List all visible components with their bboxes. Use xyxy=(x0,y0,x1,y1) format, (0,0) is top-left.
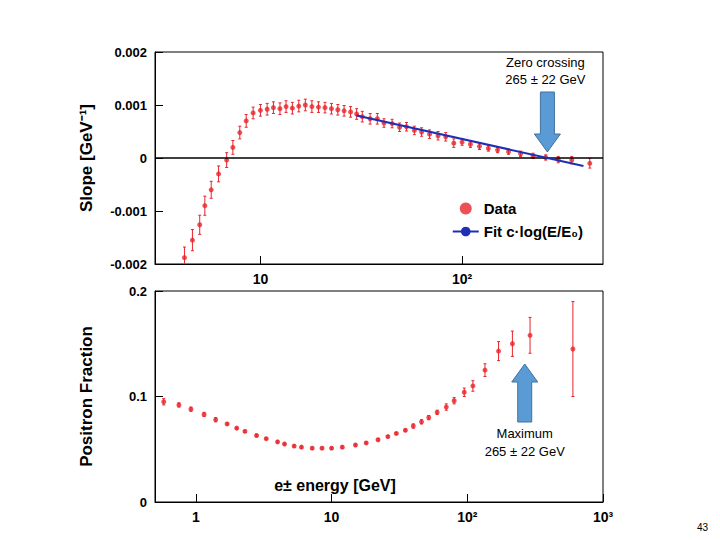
svg-text:0: 0 xyxy=(140,151,147,166)
svg-text:Zero crossing: Zero crossing xyxy=(506,55,585,70)
svg-text:0: 0 xyxy=(140,495,147,510)
svg-text:0.2: 0.2 xyxy=(129,284,147,299)
svg-text:265 ± 22 GeV: 265 ± 22 GeV xyxy=(505,72,585,87)
svg-text:Slope [GeV⁻¹]: Slope [GeV⁻¹] xyxy=(77,104,96,212)
svg-text:0.002: 0.002 xyxy=(114,45,147,60)
svg-text:10²: 10² xyxy=(457,509,478,525)
svg-text:1: 1 xyxy=(192,509,200,525)
svg-text:Data: Data xyxy=(484,200,517,217)
svg-text:-0.002: -0.002 xyxy=(110,257,147,272)
svg-text:10³: 10³ xyxy=(593,509,614,525)
svg-text:10: 10 xyxy=(324,509,340,525)
svg-text:10²: 10² xyxy=(452,271,473,287)
svg-text:10: 10 xyxy=(253,271,269,287)
svg-text:265 ± 22 GeV: 265 ± 22 GeV xyxy=(485,444,565,459)
svg-text:-0.001: -0.001 xyxy=(110,204,147,219)
svg-text:43: 43 xyxy=(697,522,709,533)
svg-text:Fit c·log(E/E₀): Fit c·log(E/E₀) xyxy=(484,223,583,240)
svg-text:Positron Fraction: Positron Fraction xyxy=(77,326,96,467)
svg-text:0.1: 0.1 xyxy=(129,389,147,404)
svg-text:e± energy [GeV]: e± energy [GeV] xyxy=(274,477,396,494)
svg-text:Maximum: Maximum xyxy=(497,426,553,441)
svg-text:0.001: 0.001 xyxy=(114,98,147,113)
